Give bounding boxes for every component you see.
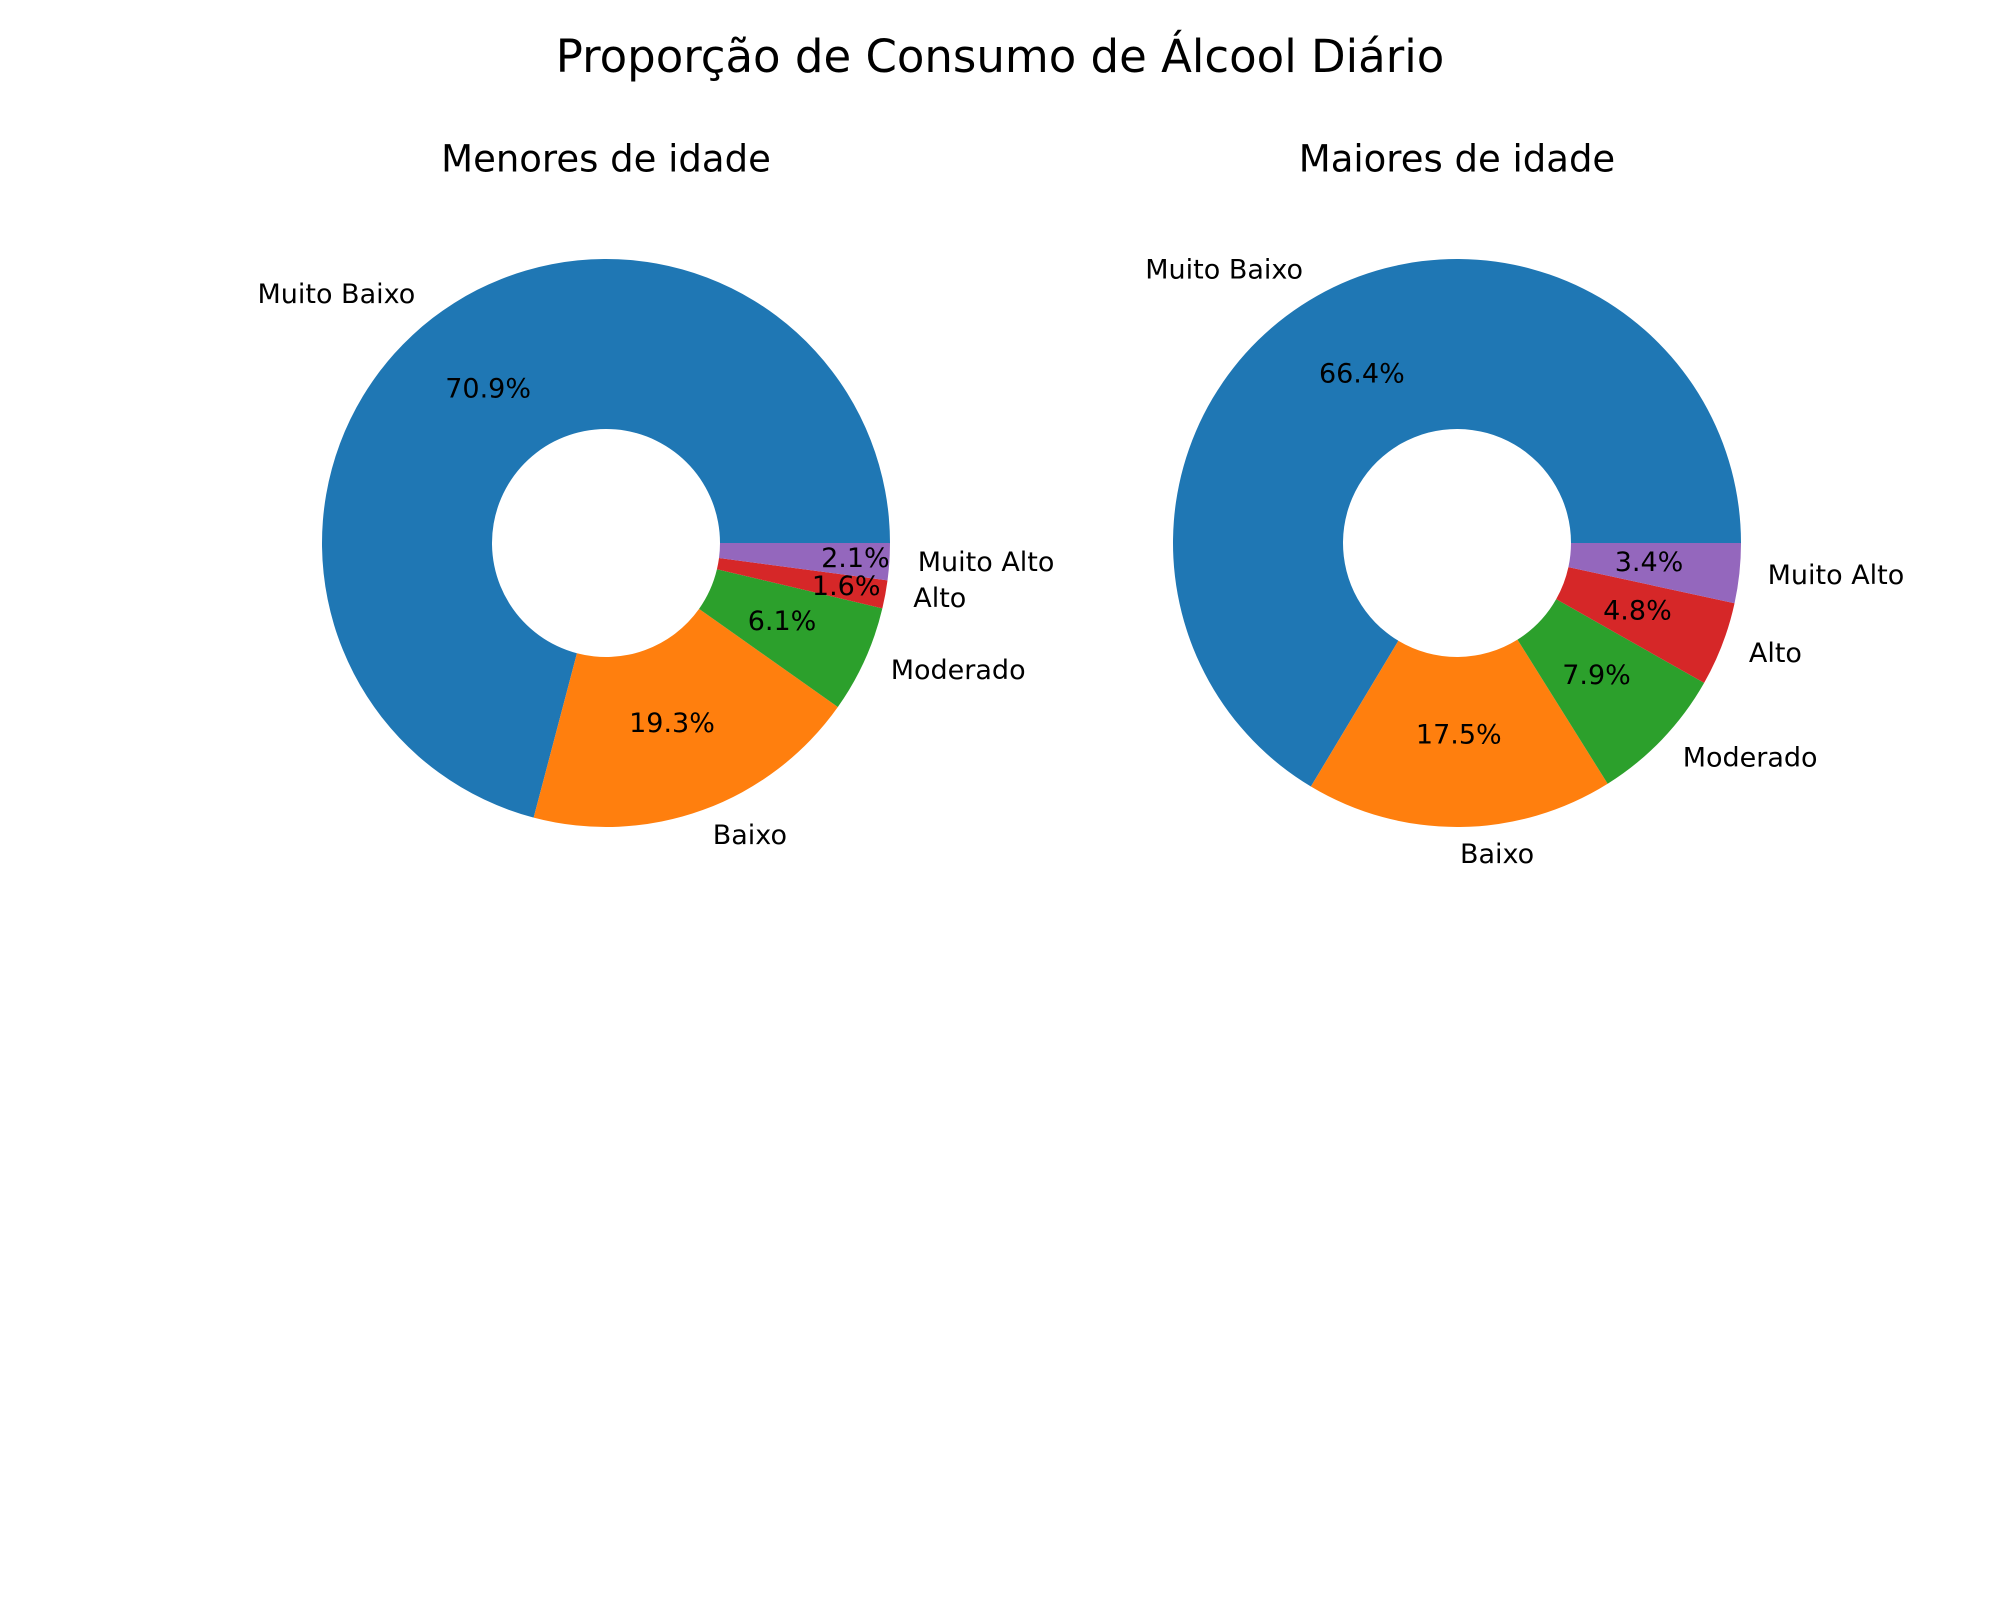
slice-percent-muito-alto: 3.4% (1615, 547, 1684, 578)
slices-maiores (1173, 259, 1741, 828)
slice-percent-moderado: 7.9% (1562, 660, 1631, 691)
donut-chart-menores: Menores de idade Muito Baixo 70.9% Baixo 19… (257, 138, 1054, 852)
donut-chart-maiores: Maiores de idade Muito Baixo 66.4% Baixo 17… (1145, 138, 1904, 870)
slice-label-muito-baixo: Muito Baixo (1145, 255, 1303, 286)
chart-title-maiores: Maiores de idade (1299, 138, 1615, 181)
slice-label-muito-alto: Muito Alto (1768, 560, 1905, 591)
slice-label-alto: Alto (1749, 638, 1802, 669)
slice-muito-alto (1568, 543, 1741, 604)
figure-title: Proporção de Consumo de Álcool Diário (556, 30, 1445, 83)
slice-muito-alto (719, 543, 890, 581)
slice-alto (1556, 567, 1735, 683)
slice-moderado (699, 569, 883, 708)
slice-baixo (1310, 639, 1608, 828)
slice-percent-baixo: 19.3% (629, 708, 715, 739)
labels-maiores: Muito Baixo 66.4% Baixo 17.5% Moderado 7.9% Al… (1145, 255, 1904, 870)
slice-percent-muito-baixo: 70.9% (445, 374, 531, 405)
slice-moderado (1517, 599, 1705, 784)
slice-percent-moderado: 6.1% (748, 606, 817, 637)
slice-label-moderado: Moderado (1683, 742, 1818, 773)
slice-percent-muito-alto: 2.1% (821, 543, 890, 574)
slice-muito-baixo (321, 258, 890, 818)
slice-muito-baixo (1173, 259, 1741, 787)
slice-percent-alto: 4.8% (1603, 595, 1672, 626)
slice-percent-muito-baixo: 66.4% (1319, 358, 1405, 389)
slice-percent-alto: 1.6% (812, 571, 881, 602)
slice-alto (716, 557, 888, 609)
slice-label-muito-alto: Muito Alto (918, 547, 1055, 578)
labels-menores: Muito Baixo 70.9% Baixo 19.3% Moderado 6.1% Al… (257, 279, 1054, 851)
slice-label-alto: Alto (913, 583, 966, 614)
chart-title-menores: Menores de idade (441, 138, 771, 181)
slice-label-baixo: Baixo (1460, 839, 1534, 870)
slice-baixo (533, 608, 838, 827)
slice-percent-baixo: 17.5% (1416, 720, 1502, 751)
slices-menores (321, 258, 890, 827)
slice-label-muito-baixo: Muito Baixo (257, 279, 415, 310)
slice-label-moderado: Moderado (891, 655, 1026, 686)
slice-label-baixo: Baixo (713, 820, 787, 851)
